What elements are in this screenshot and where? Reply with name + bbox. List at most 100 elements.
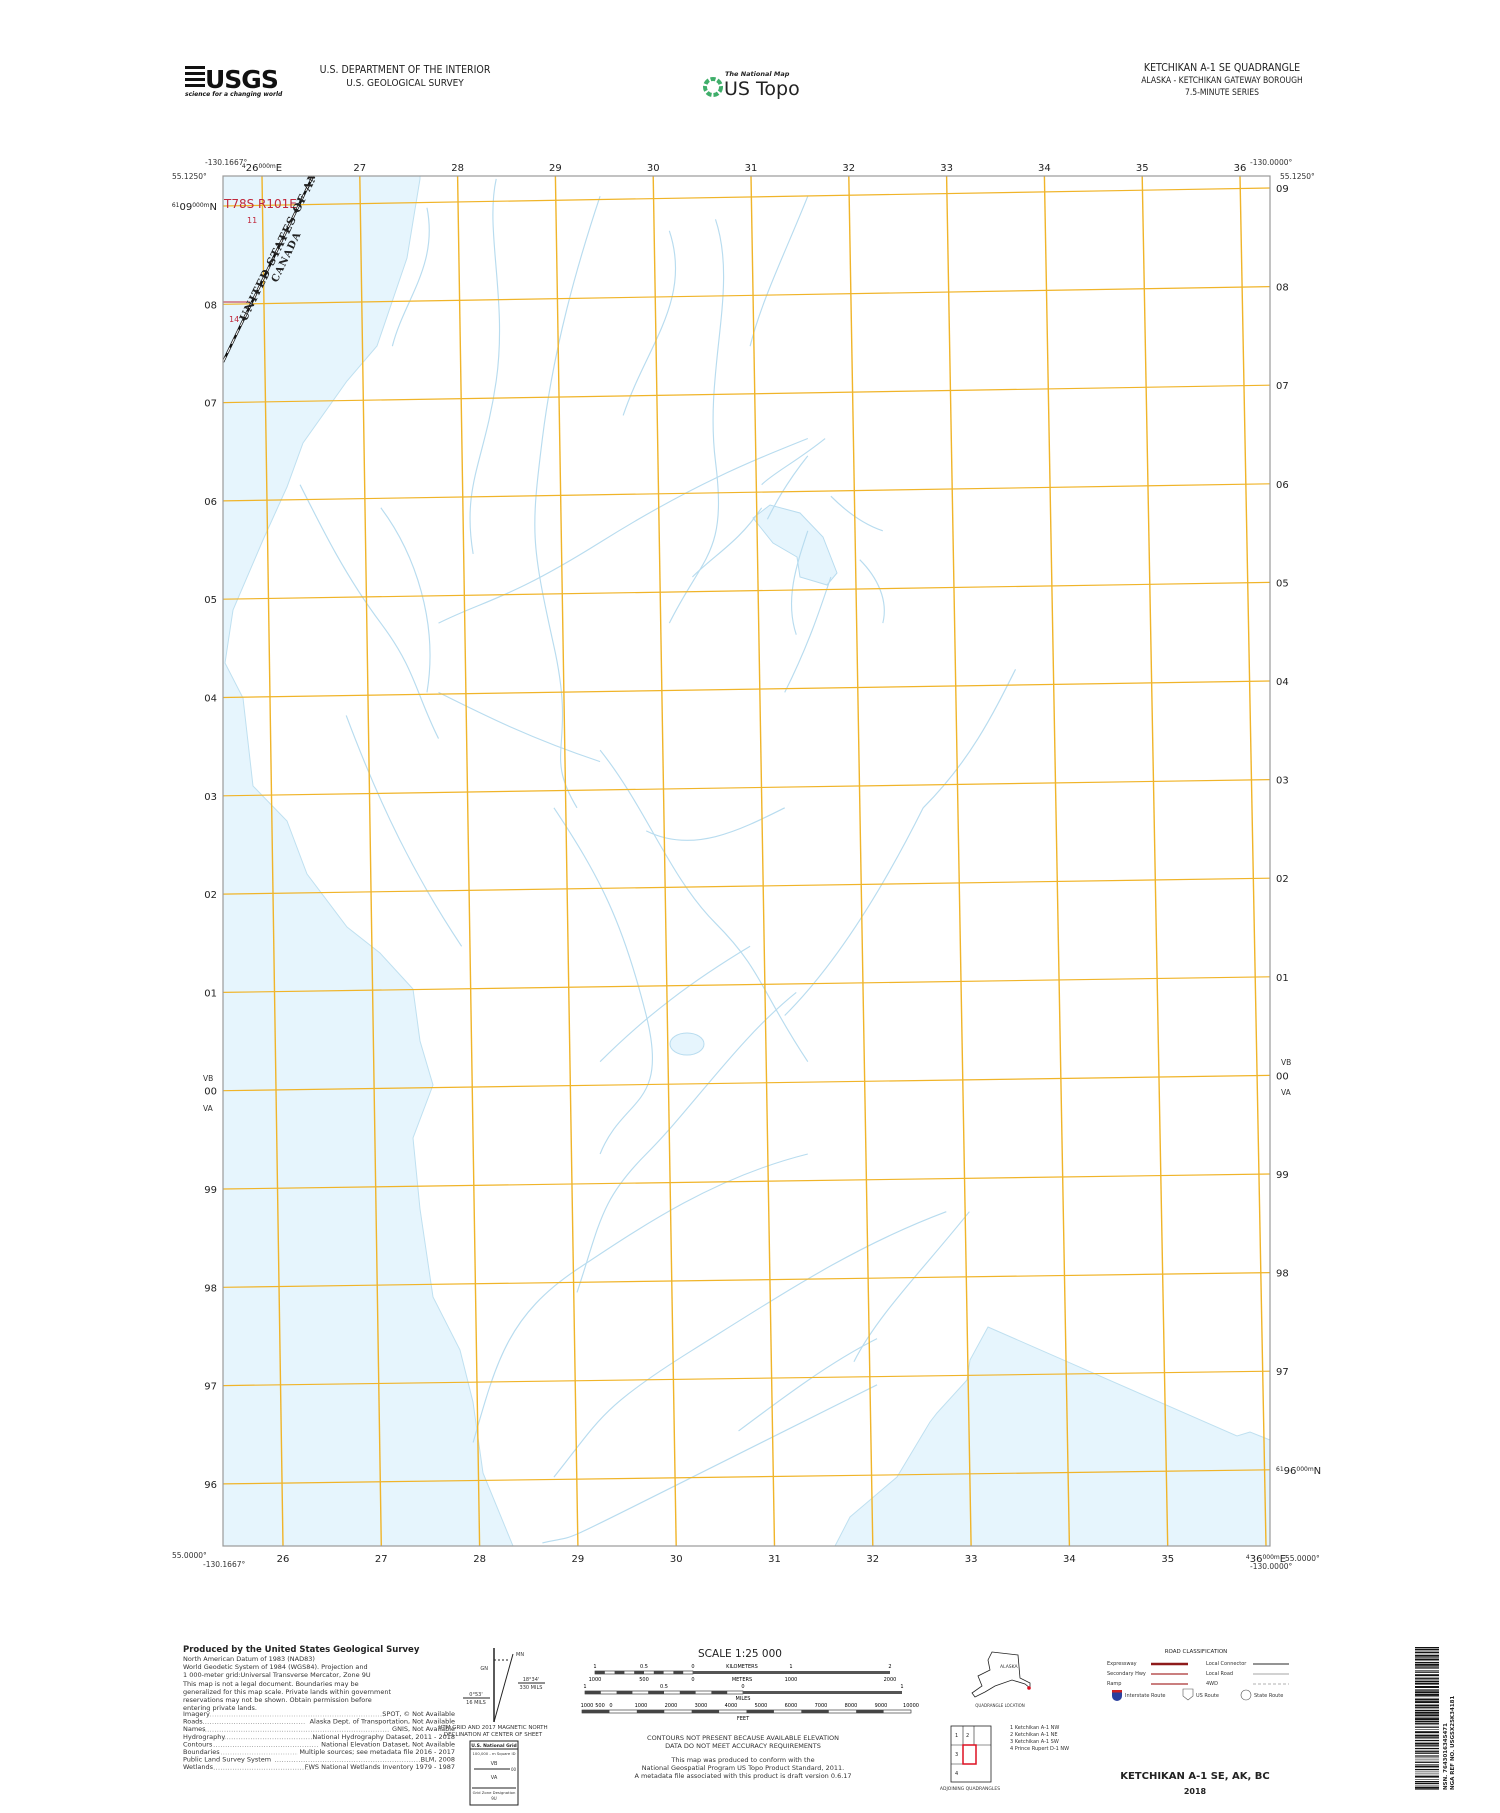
northing-line	[223, 1173, 1270, 1190]
ft-tick: 6000	[785, 1703, 798, 1709]
source-value: National Hydrography Dataset, 2011 - 201…	[312, 1733, 455, 1741]
source-value: Alaska Dept. of Transportation, Not Avai…	[310, 1718, 455, 1726]
m-label: METERS	[732, 1677, 752, 1683]
barcode-bar	[1415, 1731, 1439, 1734]
current-quad-marker	[962, 1744, 977, 1765]
m-tick: 1000	[589, 1677, 602, 1683]
ft-tick: 500	[595, 1703, 605, 1709]
mi-tick: 1	[900, 1684, 903, 1690]
magnetic-north-arrow	[493, 1653, 514, 1723]
stream	[784, 576, 832, 693]
northing-label-left: 02	[204, 890, 217, 901]
easting-label-top: 32	[842, 163, 855, 174]
scale-bar-segment	[585, 1691, 601, 1694]
barcode-bar	[1415, 1764, 1439, 1765]
usng-zone: 9U	[491, 1796, 497, 1801]
easting-label-bottom: 436000mE	[1246, 1554, 1286, 1566]
adjoining-item: 3 Ketchikan A-1 SW	[1010, 1739, 1059, 1745]
northing-label-left: 03	[204, 792, 217, 803]
northing-label-right: 01	[1276, 973, 1289, 984]
shield-label: US Route	[1196, 1693, 1219, 1699]
scale-bar-segment	[648, 1691, 664, 1694]
easting-line	[750, 176, 776, 1546]
northing-label-right: 02	[1276, 874, 1289, 885]
barcode-bar	[1415, 1734, 1439, 1737]
usgs-wave-icon	[185, 66, 205, 87]
sheet-year: 2018	[1184, 1787, 1207, 1796]
corner-coord: 55.1250°	[1280, 172, 1315, 181]
barcode-bar	[1415, 1711, 1439, 1714]
barcode-bar	[1415, 1761, 1439, 1763]
barcode-bar	[1415, 1779, 1439, 1780]
barcode-bar	[1415, 1701, 1439, 1704]
usng-title: U.S. National Grid	[471, 1743, 517, 1749]
easting-line	[1043, 176, 1071, 1546]
barcode-bar	[1415, 1724, 1439, 1726]
northing-line	[223, 384, 1270, 404]
quad-location-marker	[1027, 1686, 1031, 1690]
road-classification-legend: ROAD CLASSIFICATION Expressway Secondary…	[1107, 1649, 1289, 1701]
grid-north-label: GN	[480, 1666, 488, 1672]
easting-label-bottom: 30	[670, 1554, 683, 1565]
barcode-bar	[1415, 1750, 1439, 1752]
barcode-bar	[1415, 1756, 1439, 1757]
datum-line: 1 000-meter grid:Universal Transverse Me…	[183, 1671, 371, 1679]
northing-line	[223, 1370, 1270, 1387]
easting-line	[945, 176, 972, 1546]
ft-tick: 7000	[815, 1703, 828, 1709]
source-value: National Elevation Dataset, Not Availabl…	[321, 1740, 455, 1748]
ft-tick: 5000	[755, 1703, 768, 1709]
scale-bar-segment	[653, 1671, 664, 1674]
northing-label-left: 97	[204, 1382, 217, 1393]
easting-label-bottom: 34	[1063, 1554, 1076, 1565]
ft-tick: 10000	[903, 1703, 919, 1709]
ft-tick: 0	[609, 1703, 612, 1709]
us-route-shield-icon	[1182, 1688, 1194, 1701]
km-tick: 1	[789, 1664, 792, 1670]
barcode-bar	[1415, 1759, 1439, 1761]
northing-label-left: 08	[204, 300, 217, 311]
barcode-bar	[1415, 1781, 1439, 1783]
adjoining-caption: ADJOINING QUADRANGLES	[940, 1786, 1000, 1792]
easting-line	[456, 176, 481, 1546]
scale-bar-segment	[614, 1671, 625, 1674]
declination-diagram	[463, 1648, 545, 1723]
stream	[766, 455, 809, 520]
scale-bar-segment	[595, 1671, 605, 1674]
barcode-bar	[1415, 1785, 1439, 1787]
us-topo-logo: The National Map US Topo	[703, 70, 800, 100]
national-map-text: The National Map	[725, 70, 790, 78]
shield-label: Interstate Route	[1125, 1693, 1166, 1699]
scale-bar-segment	[693, 1671, 890, 1674]
source-name: Roads	[183, 1718, 203, 1726]
stream	[738, 1338, 878, 1432]
barcode-bar	[1415, 1742, 1439, 1745]
barcode-bar	[1415, 1704, 1439, 1707]
datum-notes: North American Datum of 1983 (NAD83) Wor…	[182, 1655, 392, 1712]
easting-line	[359, 176, 382, 1546]
barcode-bar	[1415, 1677, 1439, 1679]
road-type: Ramp	[1107, 1681, 1121, 1687]
standard-note: National Geospatial Program US Topo Prod…	[642, 1764, 844, 1772]
barcode-bar	[1415, 1686, 1439, 1688]
source-value: BLM, 2008	[421, 1756, 455, 1764]
northing-label-right: 07	[1276, 381, 1289, 392]
alaska-location-map: ALASKA QUADRANGLE LOCATION	[971, 1651, 1031, 1708]
easting-label-top: 30	[647, 163, 660, 174]
water-west	[223, 176, 514, 1546]
scale-bar-segment	[634, 1671, 644, 1674]
survey-name: U.S. GEOLOGICAL SURVEY	[346, 78, 464, 89]
usgs-logo-text: USGS	[205, 65, 278, 94]
northing-label-left: 00	[204, 1087, 217, 1098]
easting-line	[554, 176, 579, 1546]
northing-label-left: 96	[204, 1480, 217, 1491]
corner-coord: 55.0000°	[1285, 1554, 1320, 1563]
grid-mils: 16 MILS	[466, 1700, 486, 1706]
barcode-bar	[1415, 1707, 1439, 1709]
stream	[345, 715, 463, 947]
datum-line: World Geodetic System of 1984 (WGS84). P…	[183, 1663, 368, 1671]
scale-bar-segment	[856, 1710, 884, 1713]
m-tick: 1000	[785, 1677, 798, 1683]
map-frame[interactable]: T78S R101E 11 14 UNITED STATES OF AMERIC…	[223, 127, 1270, 1546]
stream	[691, 507, 763, 578]
